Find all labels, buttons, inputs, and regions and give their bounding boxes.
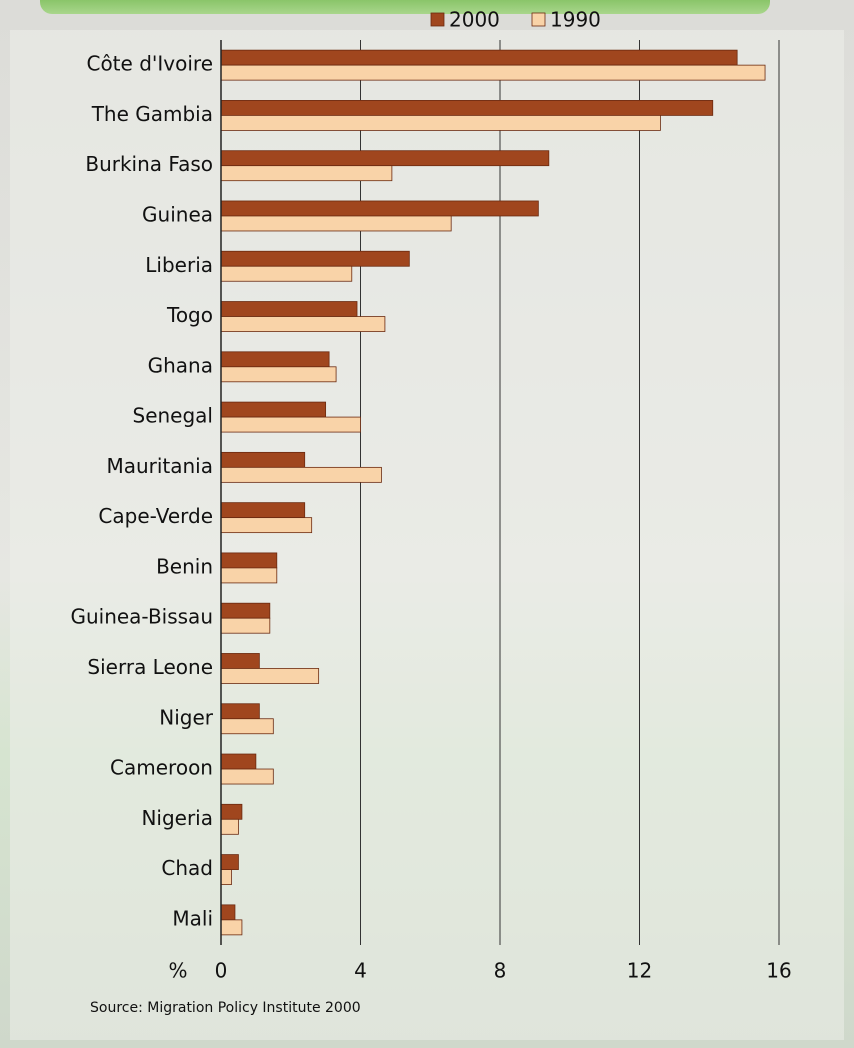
- y-tick-label: Liberia: [145, 253, 213, 277]
- page: {"chart_data": {"type": "hbar", "categor…: [0, 0, 854, 1048]
- y-tick-label: Sierra Leone: [87, 655, 213, 679]
- legend-label: 2000: [449, 8, 500, 32]
- bar: [221, 870, 231, 885]
- bar: [221, 905, 235, 920]
- legend-swatch: [532, 13, 545, 26]
- bar: [221, 855, 238, 870]
- bar: [221, 769, 273, 784]
- x-tick-label: 12: [627, 959, 652, 983]
- y-tick-label: Togo: [166, 303, 213, 327]
- chart: % Source: Migration Policy Institute 200…: [0, 0, 854, 1048]
- x-tick-label: 8: [494, 959, 507, 983]
- bar: [221, 201, 538, 216]
- bar: [221, 115, 660, 130]
- y-tick-label: Côte d'Ivoire: [86, 52, 213, 76]
- y-tick-label: Guinea: [142, 202, 213, 226]
- x-axis-label: %: [168, 959, 187, 983]
- bar: [221, 754, 256, 769]
- x-tick-label: 16: [766, 959, 791, 983]
- banner: [40, 0, 770, 14]
- bar: [221, 317, 385, 332]
- bar: [221, 819, 238, 834]
- legend-swatch: [431, 13, 444, 26]
- bar: [221, 503, 305, 518]
- y-tick-label: Mali: [172, 906, 213, 930]
- bar: [221, 704, 259, 719]
- x-tick-label: 4: [354, 959, 367, 983]
- y-tick-label: Niger: [159, 705, 214, 729]
- bar: [221, 920, 242, 935]
- bar: [221, 367, 336, 382]
- x-tick-label: 0: [215, 959, 228, 983]
- bar: [221, 804, 242, 819]
- bar: [221, 452, 305, 467]
- bar: [221, 302, 357, 317]
- bar: [221, 668, 319, 683]
- bar: [221, 518, 312, 533]
- legend-label: 1990: [550, 8, 601, 32]
- y-tick-label: The Gambia: [91, 102, 213, 126]
- bar: [221, 417, 361, 432]
- bar: [221, 402, 326, 417]
- bar: [221, 216, 451, 231]
- bar: [221, 618, 270, 633]
- bar: [221, 251, 409, 266]
- bar: [221, 100, 713, 115]
- bar: [221, 719, 273, 734]
- bar: [221, 266, 352, 281]
- y-tick-label: Guinea-Bissau: [70, 605, 213, 629]
- bar: [221, 653, 259, 668]
- bar: [221, 467, 381, 482]
- bar: [221, 553, 277, 568]
- y-tick-label: Burkina Faso: [85, 152, 213, 176]
- y-tick-label: Nigeria: [141, 806, 213, 830]
- bar: [221, 352, 329, 367]
- y-tick-label: Senegal: [133, 404, 214, 428]
- y-tick-label: Cape-Verde: [98, 504, 213, 528]
- y-tick-label: Benin: [156, 554, 213, 578]
- y-tick-label: Cameroon: [110, 756, 213, 780]
- bar: [221, 65, 765, 80]
- y-tick-label: Mauritania: [106, 454, 213, 478]
- source: Source: Migration Policy Institute 2000: [90, 1000, 361, 1016]
- bar: [221, 603, 270, 618]
- y-tick-label: Ghana: [148, 353, 213, 377]
- bar: [221, 568, 277, 583]
- bar: [221, 50, 737, 65]
- bar: [221, 166, 392, 181]
- y-tick-label: Chad: [161, 856, 213, 880]
- bar: [221, 151, 549, 166]
- background-panel: [10, 30, 844, 1040]
